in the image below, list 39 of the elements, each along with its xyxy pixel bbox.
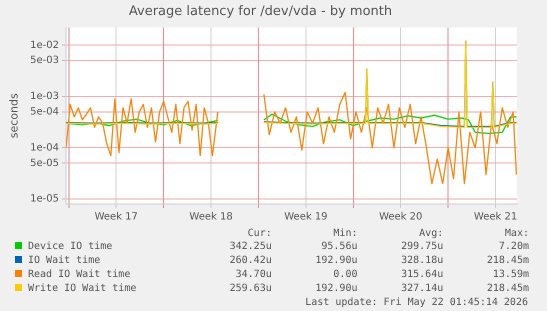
x-tick-label: Week 21 bbox=[474, 212, 518, 223]
text: 260.42u bbox=[228, 254, 272, 268]
text: 259.63u bbox=[228, 282, 272, 296]
y-tick-label: 1e-02 bbox=[30, 40, 59, 51]
text: 0.00 bbox=[332, 268, 358, 282]
text: 192.90u bbox=[314, 282, 358, 296]
text: 218.45m bbox=[486, 282, 529, 296]
text: 34.70u bbox=[234, 268, 272, 282]
y-tick-label: 5e-05 bbox=[30, 158, 59, 169]
x-tick-label: Week 19 bbox=[284, 212, 328, 223]
text: Cur: bbox=[246, 228, 272, 240]
x-tick-label: Week 18 bbox=[189, 212, 233, 223]
text: 7.20m bbox=[498, 240, 529, 254]
x-tick-label: Week 20 bbox=[379, 212, 422, 223]
text: Min: bbox=[332, 228, 358, 240]
text: 327.14u bbox=[400, 282, 444, 296]
text: Last update: Fri May 22 01:45:14 2026 bbox=[304, 296, 529, 310]
text: 95.56u bbox=[320, 240, 358, 254]
y-tick-label: 1e-03 bbox=[30, 91, 59, 102]
legend-label: IO Wait time bbox=[27, 254, 102, 268]
y-tick-label: 1e-05 bbox=[30, 194, 59, 205]
y-tick-label: 5e-03 bbox=[30, 55, 59, 66]
text: 13.59m bbox=[492, 268, 529, 282]
text: Max: bbox=[504, 228, 529, 240]
text: 192.90u bbox=[314, 254, 358, 268]
y-tick-label: 1e-04 bbox=[30, 142, 59, 154]
text: 218.45m bbox=[486, 254, 529, 268]
text: 299.75u bbox=[400, 240, 444, 254]
chart-title: Average latency for /dev/vda - by month bbox=[128, 4, 392, 20]
legend-label: Read IO Wait time bbox=[27, 268, 132, 282]
legend-label: Write IO Wait time bbox=[27, 282, 138, 296]
text: Avg: bbox=[418, 228, 444, 240]
legend-label: Device IO time bbox=[27, 240, 114, 254]
text: 328.18u bbox=[400, 254, 444, 268]
text: 342.25u bbox=[228, 240, 272, 254]
y-tick-label: 5e-04 bbox=[30, 106, 59, 118]
y-axis-title: seconds bbox=[7, 93, 20, 138]
x-tick-label: Week 17 bbox=[94, 212, 138, 223]
text: 315.64u bbox=[400, 268, 444, 282]
